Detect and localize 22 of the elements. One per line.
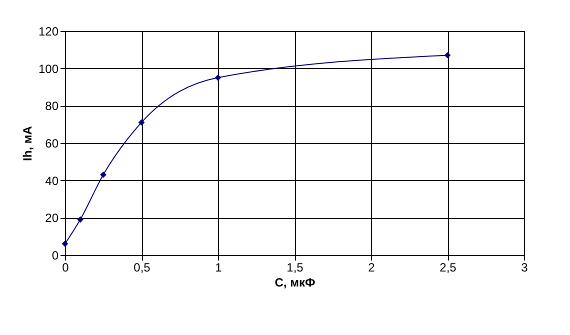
y-tick-label: 0 bbox=[52, 248, 59, 262]
x-tick-label: 2 bbox=[368, 260, 376, 274]
x-tick-label: 1 bbox=[215, 260, 222, 274]
y-tick-label: 80 bbox=[45, 99, 59, 114]
point bbox=[77, 216, 84, 223]
y-tick-label: 60 bbox=[45, 136, 59, 150]
y-axis-title: Ih, мА bbox=[20, 126, 34, 161]
y-tick-label: 100 bbox=[38, 62, 59, 76]
y-tick-label: 40 bbox=[45, 174, 59, 188]
x-axis-title: C, мкФ bbox=[274, 276, 316, 290]
x-tick-label: 0,5 bbox=[134, 260, 151, 274]
y-tick-label: 120 bbox=[38, 24, 59, 38]
x-tick-label: 0 bbox=[62, 260, 70, 274]
x-tick-label: 1,5 bbox=[286, 260, 304, 274]
y-tick-label: 20 bbox=[45, 211, 59, 226]
point bbox=[100, 172, 106, 178]
x-tick-label: 2,5 bbox=[440, 260, 457, 274]
point bbox=[62, 240, 68, 247]
point bbox=[214, 74, 222, 81]
point bbox=[138, 119, 145, 126]
point bbox=[444, 52, 451, 58]
x-tick-label: 3 bbox=[521, 260, 528, 274]
